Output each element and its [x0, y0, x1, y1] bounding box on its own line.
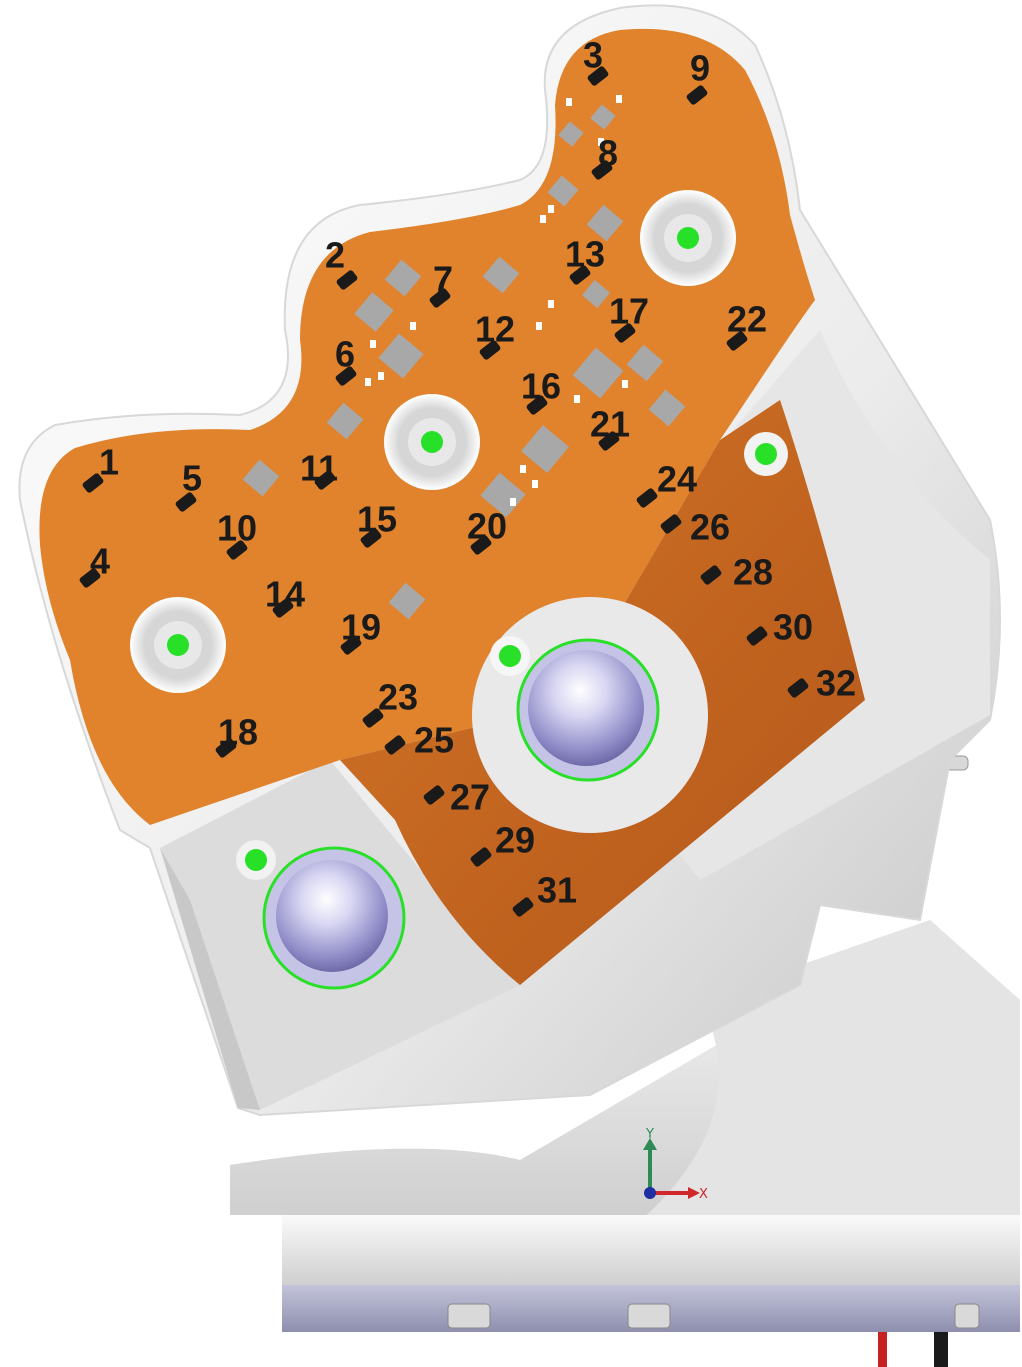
- sensor-label-15: 15: [357, 499, 397, 540]
- mounting-holes: [130, 190, 788, 693]
- sensor-label-1: 1: [99, 442, 119, 483]
- sensor-marker-8: [591, 160, 613, 180]
- sensor-label-5: 5: [182, 458, 202, 499]
- sensor-label-29: 29: [495, 820, 535, 861]
- sensor-label-25: 25: [414, 720, 454, 761]
- sensor-marker-3: [587, 66, 609, 86]
- sensor-marker-27: [423, 785, 445, 805]
- mounting-hole: [130, 597, 226, 693]
- sensor-label-20: 20: [467, 506, 507, 547]
- sensor-marker-19: [340, 635, 362, 655]
- sensor-label-9: 9: [690, 48, 710, 89]
- base-plug: [954, 1303, 980, 1329]
- sensor-marker-25: [384, 735, 406, 755]
- sensor-group: 1234567891011121314151617181920212223242…: [79, 35, 856, 917]
- sensor-label-18: 18: [218, 712, 258, 753]
- x-axis-label: X: [699, 1187, 708, 1202]
- sensor-marker-1: [82, 473, 104, 493]
- sensor-label-28: 28: [733, 552, 773, 593]
- sensor-marker-29: [470, 847, 492, 867]
- sensor-label-24: 24: [657, 459, 697, 500]
- sensor-label-14: 14: [265, 574, 305, 615]
- base-plug: [447, 1303, 491, 1329]
- y-arrowhead: [643, 1138, 657, 1150]
- sensor-marker-28: [700, 565, 722, 585]
- sensor-label-13: 13: [565, 234, 605, 275]
- y-axis-label: Y: [645, 1127, 654, 1142]
- sensor-marker-15: [360, 528, 382, 548]
- sensor-label-27: 27: [450, 777, 490, 818]
- sensor-marker-9: [686, 85, 708, 105]
- axis-triad: Y X: [643, 1127, 708, 1202]
- sensor-marker-31: [512, 897, 534, 917]
- sensor-marker-14: [272, 598, 294, 618]
- sensor-label-12: 12: [475, 309, 515, 350]
- sensor-marker-26: [660, 514, 682, 534]
- sensor-marker-22: [726, 331, 748, 351]
- sensor-label-7: 7: [433, 259, 453, 300]
- sensor-label-21: 21: [590, 404, 630, 445]
- sensor-marker-30: [746, 626, 768, 646]
- sensor-label-3: 3: [583, 35, 603, 76]
- mounting-hole: [384, 394, 480, 490]
- sensor-marker-32: [787, 678, 809, 698]
- mounting-hole: [640, 190, 736, 286]
- sensor-marker-2: [336, 270, 358, 290]
- sensor-label-17: 17: [609, 291, 649, 332]
- sensor-marker-5: [175, 492, 197, 512]
- component-pads: [242, 104, 686, 620]
- sensor-marker-4: [79, 568, 101, 588]
- sensor-label-19: 19: [341, 607, 381, 648]
- sensor-marker-6: [335, 366, 357, 386]
- sensor-label-16: 16: [521, 366, 561, 407]
- sensor-label-11: 11: [300, 448, 338, 489]
- sensor-label-4: 4: [90, 541, 110, 582]
- sensor-label-2: 2: [325, 235, 345, 276]
- sensor-label-26: 26: [690, 507, 730, 548]
- base-cylinder: [282, 1215, 1020, 1285]
- sensor-marker-7: [429, 288, 451, 308]
- dome-small: [236, 840, 406, 990]
- sensor-marker-17: [614, 323, 636, 343]
- sensor-label-23: 23: [378, 677, 418, 718]
- housing-lower-left-shade: [160, 848, 260, 1110]
- sensor-marker-24: [636, 488, 658, 508]
- sensor-marker-23: [362, 708, 384, 728]
- wire-black: [934, 1332, 948, 1367]
- sensor-label-30: 30: [773, 607, 813, 648]
- sensor-marker-16: [526, 395, 548, 415]
- sensor-label-22: 22: [727, 299, 767, 340]
- base-plug: [627, 1303, 671, 1329]
- x-arrowhead: [688, 1187, 700, 1199]
- sensor-marker-18: [215, 738, 237, 758]
- origin-dot: [644, 1187, 656, 1199]
- sensor-label-8: 8: [598, 133, 618, 174]
- sensor-marker-11: [314, 470, 336, 490]
- wire-red: [878, 1332, 887, 1367]
- sensor-marker-12: [479, 340, 501, 360]
- sensor-label-6: 6: [335, 334, 355, 375]
- sensor-label-31: 31: [537, 870, 577, 911]
- sensor-marker-20: [470, 535, 492, 555]
- smd-specks: [365, 95, 628, 506]
- sensor-label-32: 32: [816, 663, 856, 704]
- sensor-marker-10: [226, 540, 248, 560]
- dome-large: [472, 597, 708, 833]
- sensor-marker-21: [598, 431, 620, 451]
- mounting-hole: [744, 432, 788, 476]
- sensor-label-10: 10: [217, 508, 257, 549]
- sensor-marker-13: [569, 265, 591, 285]
